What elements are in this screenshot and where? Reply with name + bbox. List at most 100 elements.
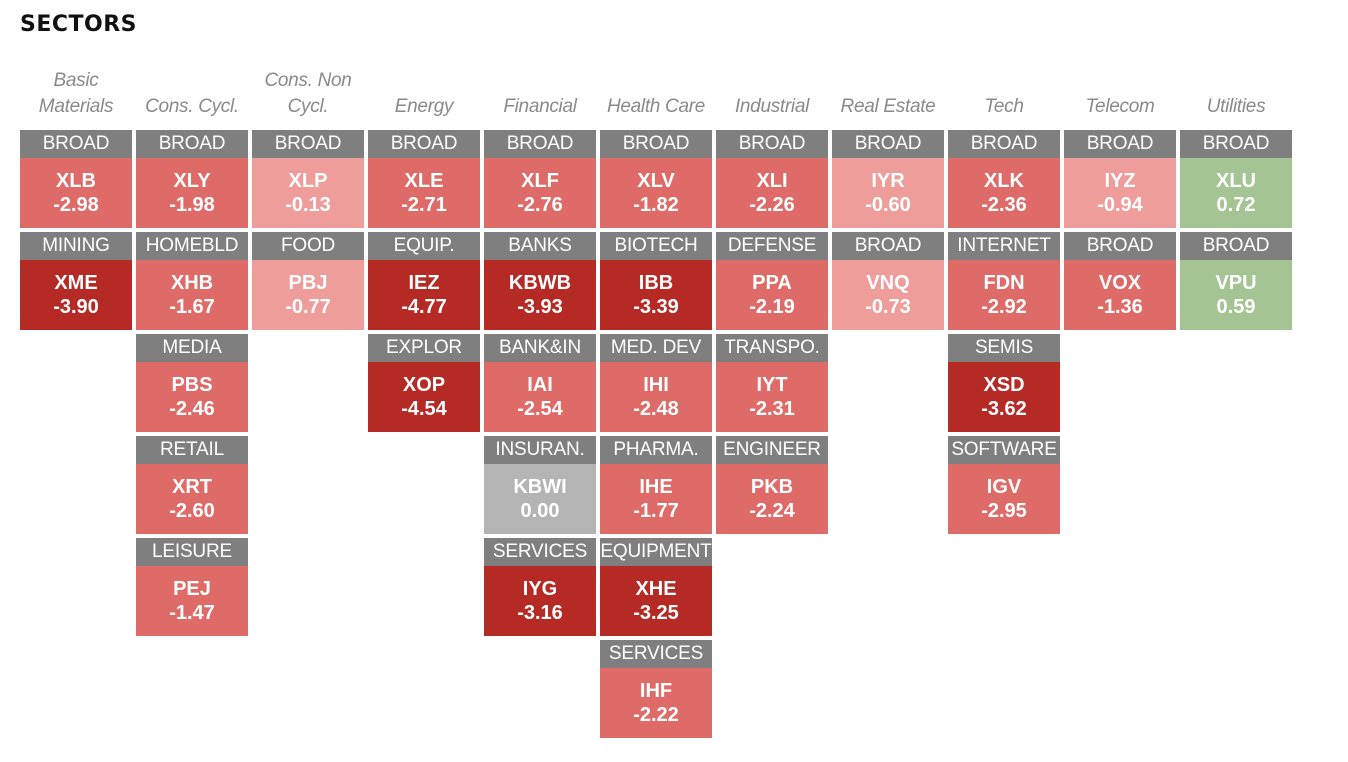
tile-value: -2.22	[633, 704, 679, 726]
tile-xlk[interactable]: BROAD XLK -2.36	[948, 130, 1060, 228]
tile-label: BROAD	[136, 130, 248, 158]
sector-header-line: Materials	[38, 96, 114, 117]
tile-label: RETAIL	[136, 436, 248, 464]
tile-label: MED. DEV	[600, 334, 712, 362]
tile-xlf[interactable]: BROAD XLF -2.76	[484, 130, 596, 228]
tile-ticker: IGV	[986, 476, 1022, 498]
tile-value: -2.98	[53, 194, 99, 216]
sector-header-line: Cons. Cycl.	[145, 96, 239, 117]
tile-label: ENGINEER	[716, 436, 828, 464]
tile-label: BROAD	[832, 232, 944, 260]
tile-ihf[interactable]: SERVICES IHF -2.22	[600, 640, 712, 738]
sector-header-financial: Financial	[483, 62, 597, 120]
tile-xlb[interactable]: BROAD XLB -2.98	[20, 130, 132, 228]
tile-label: BROAD	[832, 130, 944, 158]
tile-xle[interactable]: BROAD XLE -2.71	[368, 130, 480, 228]
tile-label: MINING	[20, 232, 132, 260]
tile-xli[interactable]: BROAD XLI -2.26	[716, 130, 828, 228]
tile-pej[interactable]: LEISURE PEJ -1.47	[136, 538, 248, 636]
tile-label: BANKS	[484, 232, 596, 260]
tile-pkb[interactable]: ENGINEER PKB -2.24	[716, 436, 828, 534]
tile-label: BROAD	[948, 130, 1060, 158]
tile-ticker: XME	[54, 272, 98, 294]
sector-header-line: Health Care	[606, 96, 706, 117]
tile-ticker: XLU	[1216, 170, 1256, 192]
tile-label: BROAD	[368, 130, 480, 158]
tile-igv[interactable]: SOFTWARE IGV -2.95	[948, 436, 1060, 534]
tile-ticker: IYR	[871, 170, 905, 192]
tile-body: XME -3.90	[20, 260, 132, 330]
tile-body: KBWB -3.93	[484, 260, 596, 330]
tile-label: BROAD	[484, 130, 596, 158]
tile-label: HOMEBLD	[136, 232, 248, 260]
tile-value: -2.19	[749, 296, 795, 318]
tile-ihi[interactable]: MED. DEV IHI -2.48	[600, 334, 712, 432]
sector-header-industrial: Industrial	[715, 62, 829, 120]
tile-iyt[interactable]: TRANSPO. IYT -2.31	[716, 334, 828, 432]
tile-value: -0.60	[865, 194, 911, 216]
tile-iyr[interactable]: BROAD IYR -0.60	[832, 130, 944, 228]
tile-ticker: IYT	[756, 374, 788, 396]
tile-body: IHF -2.22	[600, 668, 712, 738]
sector-header-telecom: Telecom	[1063, 62, 1177, 120]
tile-ticker: KBWI	[513, 476, 567, 498]
tile-ticker: VOX	[1098, 272, 1142, 294]
tile-value: -2.71	[401, 194, 447, 216]
tile-pbs[interactable]: MEDIA PBS -2.46	[136, 334, 248, 432]
tile-label: SOFTWARE	[948, 436, 1060, 464]
tile-ihe[interactable]: PHARMA. IHE -1.77	[600, 436, 712, 534]
tile-kbwb[interactable]: BANKS KBWB -3.93	[484, 232, 596, 330]
tile-value: -2.95	[981, 500, 1027, 522]
tile-ticker: IHE	[639, 476, 673, 498]
tile-label: BROAD	[20, 130, 132, 158]
tile-xhe[interactable]: EQUIPMENT XHE -3.25	[600, 538, 712, 636]
tile-value: -2.24	[749, 500, 795, 522]
tile-label: PHARMA.	[600, 436, 712, 464]
tile-label: BROAD	[252, 130, 364, 158]
tile-ppa[interactable]: DEFENSE PPA -2.19	[716, 232, 828, 330]
tile-label: MEDIA	[136, 334, 248, 362]
tile-label: SEMIS	[948, 334, 1060, 362]
tile-ticker: XLK	[984, 170, 1024, 192]
sector-header-cons-non-cycl: Cons. Non Cycl.	[251, 62, 365, 120]
tile-iyz[interactable]: BROAD IYZ -0.94	[1064, 130, 1176, 228]
tile-value: -2.36	[981, 194, 1027, 216]
tile-iyg[interactable]: SERVICES IYG -3.16	[484, 538, 596, 636]
tile-xly[interactable]: BROAD XLY -1.98	[136, 130, 248, 228]
tile-vox[interactable]: BROAD VOX -1.36	[1064, 232, 1176, 330]
tile-body: IAI -2.54	[484, 362, 596, 432]
tile-vpu[interactable]: BROAD VPU 0.59	[1180, 232, 1292, 330]
tile-xlp[interactable]: BROAD XLP -0.13	[252, 130, 364, 228]
tile-xop[interactable]: EXPLOR XOP -4.54	[368, 334, 480, 432]
tile-value: -2.60	[169, 500, 215, 522]
tile-xlv[interactable]: BROAD XLV -1.82	[600, 130, 712, 228]
tile-xlu[interactable]: BROAD XLU 0.72	[1180, 130, 1292, 228]
tile-value: -4.54	[401, 398, 447, 420]
tile-ticker: IYZ	[1104, 170, 1136, 192]
tile-body: XLK -2.36	[948, 158, 1060, 228]
tile-vnq[interactable]: BROAD VNQ -0.73	[832, 232, 944, 330]
tile-pbj[interactable]: FOOD PBJ -0.77	[252, 232, 364, 330]
tile-fdn[interactable]: INTERNET FDN -2.92	[948, 232, 1060, 330]
tile-xme[interactable]: MINING XME -3.90	[20, 232, 132, 330]
tile-body: XHB -1.67	[136, 260, 248, 330]
tile-label: EXPLOR	[368, 334, 480, 362]
tile-xsd[interactable]: SEMIS XSD -3.62	[948, 334, 1060, 432]
tile-value: -1.47	[169, 602, 215, 624]
tile-body: IHI -2.48	[600, 362, 712, 432]
tile-ibb[interactable]: BIOTECH IBB -3.39	[600, 232, 712, 330]
tile-value: -0.94	[1097, 194, 1143, 216]
tile-iez[interactable]: EQUIP. IEZ -4.77	[368, 232, 480, 330]
tile-ticker: XLI	[756, 170, 788, 192]
tile-value: -2.92	[981, 296, 1027, 318]
tile-ticker: VNQ	[866, 272, 910, 294]
tile-iai[interactable]: BANK&IN IAI -2.54	[484, 334, 596, 432]
tile-xhb[interactable]: HOMEBLD XHB -1.67	[136, 232, 248, 330]
tile-label: INTERNET	[948, 232, 1060, 260]
tile-body: IGV -2.95	[948, 464, 1060, 534]
tile-ticker: PBJ	[288, 272, 328, 294]
tile-xrt[interactable]: RETAIL XRT -2.60	[136, 436, 248, 534]
tile-body: PBS -2.46	[136, 362, 248, 432]
tile-kbwi[interactable]: INSURAN. KBWI 0.00	[484, 436, 596, 534]
